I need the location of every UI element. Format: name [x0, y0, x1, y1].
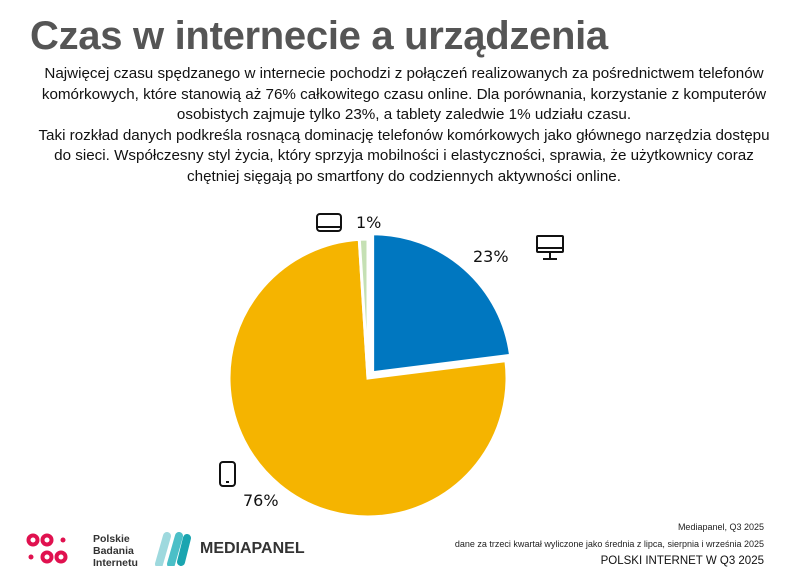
report-name: POLSKI INTERNET W Q3 2025: [600, 555, 764, 567]
pbi-logo-text: Polskie Badania Internetu: [93, 533, 138, 569]
pie-slice-tablet: [357, 237, 370, 379]
pie-slice-mobile: [227, 237, 509, 519]
smartphone-icon: [219, 461, 236, 487]
description-paragraph-1: Najwięcej czasu spędzanego w internecie …: [41, 65, 767, 123]
source-note: Mediapanel, Q3 2025: [677, 522, 764, 532]
mediapanel-logo-text: MEDIAPANEL: [200, 540, 305, 557]
data-note: dane za trzeci kwartał wyliczone jako śr…: [454, 539, 764, 549]
slice-label-desktop: 23%: [473, 247, 509, 266]
mediapanel-logo-icon: [155, 532, 191, 566]
page-title: Czas w internecie a urządzenia: [30, 14, 608, 58]
slice-label-tablet: 1%: [356, 213, 381, 232]
description-paragraph-2: Taki rozkład danych podkreśla rosnącą do…: [38, 126, 770, 185]
desktop-monitor-icon: [536, 235, 564, 260]
slice-label-mobile: 76%: [243, 491, 279, 510]
pbi-logo-icon: [26, 533, 68, 564]
tablet-icon: [316, 213, 342, 232]
description: Najwięcej czasu spędzanego w internecie …: [34, 64, 774, 187]
pie-slice-desktop: [371, 232, 513, 375]
